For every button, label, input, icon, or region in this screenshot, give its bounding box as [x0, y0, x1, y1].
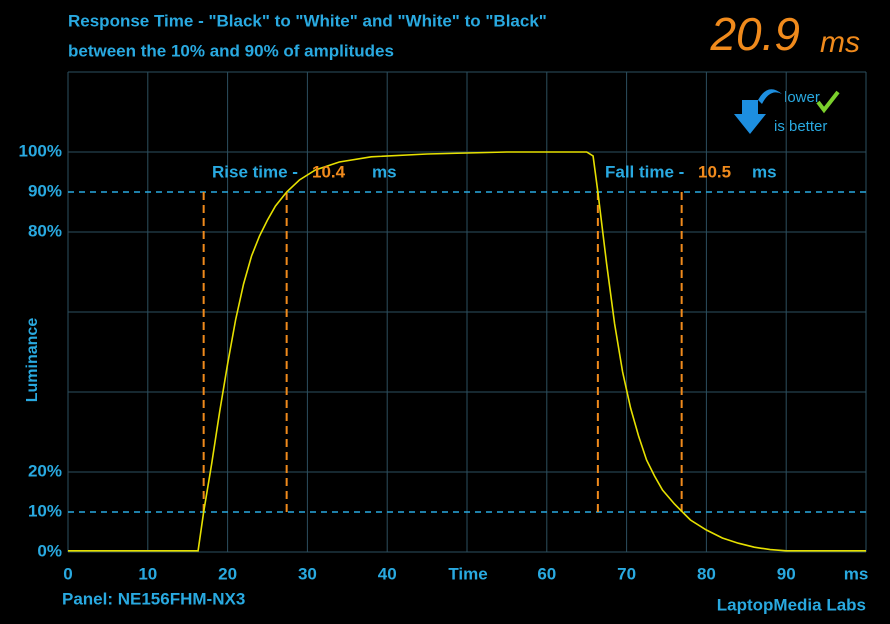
- annotation-value: 10.5: [698, 162, 731, 181]
- x-tick-label: 20: [218, 564, 237, 583]
- chart-title: Response Time - "Black" to "White" and "…: [68, 11, 547, 30]
- luminance-line: [68, 151, 866, 552]
- y-tick-label: 90%: [28, 181, 62, 200]
- x-tick-label: 90: [777, 564, 796, 583]
- x-tick-label: ms: [844, 564, 869, 583]
- annotation-text: Rise time -: [212, 162, 298, 181]
- x-tick-label: 60: [537, 564, 556, 583]
- x-tick-label: 80: [697, 564, 716, 583]
- y-tick-label: 20%: [28, 461, 62, 480]
- y-tick-label: 100%: [19, 141, 62, 160]
- result-unit: ms: [820, 26, 860, 59]
- y-tick-label: 0%: [37, 541, 62, 560]
- y-axis-label: Luminance: [24, 318, 41, 403]
- y-tick-label: 10%: [28, 501, 62, 520]
- annotation-unit: ms: [752, 162, 777, 181]
- x-tick-label: 40: [378, 564, 397, 583]
- x-tick-label: 70: [617, 564, 636, 583]
- annotation-value: 10.4: [312, 162, 346, 181]
- badge-text: is better: [774, 118, 827, 135]
- annotation-unit: ms: [372, 162, 397, 181]
- x-tick-label: 0: [63, 564, 72, 583]
- badge-icon: [734, 89, 840, 134]
- result-value: 20.9: [709, 8, 800, 60]
- x-axis-label: Time: [448, 564, 487, 583]
- credit: LaptopMedia Labs: [717, 595, 866, 614]
- annotation-text: Fall time -: [605, 162, 684, 181]
- panel-label: Panel: NE156FHM-NX3: [62, 589, 245, 608]
- chart-title: between the 10% and 90% of amplitudes: [68, 41, 394, 60]
- x-tick-label: 10: [138, 564, 157, 583]
- x-tick-label: 30: [298, 564, 317, 583]
- badge-text: lower: [784, 89, 820, 106]
- y-tick-label: 80%: [28, 221, 62, 240]
